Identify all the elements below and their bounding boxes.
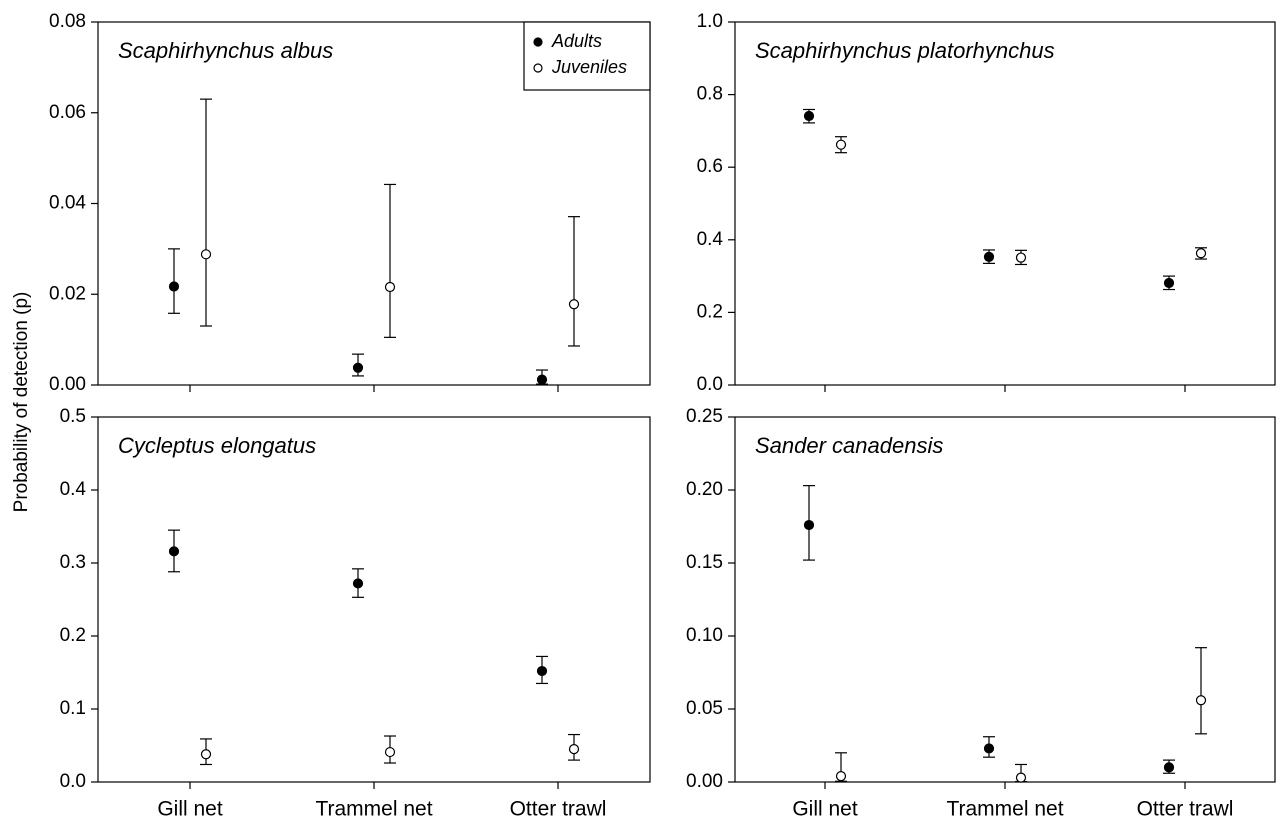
legend-marker — [533, 63, 543, 73]
y-tick-label: 0.4 — [60, 479, 87, 500]
y-tick-label: 0.08 — [49, 11, 86, 32]
y-tick-label: 0.15 — [686, 552, 723, 573]
point — [536, 374, 548, 385]
point — [983, 251, 995, 262]
point — [536, 665, 548, 677]
y-tick-label: 0.5 — [60, 406, 86, 427]
point — [1015, 252, 1027, 263]
x-tick-label: Gill net — [792, 798, 858, 821]
point — [1195, 695, 1207, 706]
point — [803, 519, 815, 531]
y-tick-label: 0.1 — [60, 698, 86, 719]
plot-frame — [734, 416, 1276, 783]
point — [1163, 762, 1175, 773]
point — [352, 362, 364, 373]
point — [568, 299, 580, 310]
y-tick-label: 0.00 — [49, 374, 86, 395]
y-tick-label: 0.2 — [697, 301, 723, 322]
x-tick-label: Trammel net — [946, 798, 1063, 821]
error-bar — [384, 183, 396, 338]
y-tick-label: 0.25 — [686, 406, 723, 427]
y-tick-label: 0.6 — [697, 156, 723, 177]
y-tick-label: 0.0 — [60, 771, 86, 792]
point — [200, 749, 212, 760]
y-tick-label: 0.05 — [686, 698, 723, 719]
panel-title: Scaphirhynchus albus — [118, 38, 333, 63]
point — [168, 281, 180, 292]
x-tick-label: Otter trawl — [1137, 798, 1234, 821]
point — [568, 744, 580, 755]
y-tick-label: 0.02 — [49, 283, 86, 304]
plot-frame — [97, 416, 651, 783]
y-tick-label: 0.3 — [60, 552, 86, 573]
y-tick-label: 0.00 — [686, 771, 723, 792]
point — [200, 249, 212, 260]
point — [803, 110, 815, 122]
plot-frame — [734, 21, 1276, 386]
point — [835, 771, 847, 782]
legend-label: Adults — [551, 31, 602, 51]
panel-title: Sander canadensis — [755, 433, 943, 458]
x-tick-label: Trammel net — [315, 798, 432, 821]
point — [1015, 772, 1027, 783]
y-tick-label: 0.20 — [686, 479, 723, 500]
y-tick-label: 0.06 — [49, 102, 86, 123]
panel-title: Cycleptus elongatus — [118, 433, 316, 458]
panel-title: Scaphirhynchus platorhynchus — [755, 38, 1055, 63]
error-bar — [1195, 647, 1207, 735]
legend-marker — [533, 37, 543, 47]
y-tick-label: 0.8 — [697, 84, 723, 105]
point — [983, 743, 995, 754]
point — [384, 746, 396, 758]
y-tick-label: 0.2 — [60, 625, 86, 646]
point — [384, 281, 396, 293]
error-bar — [568, 216, 580, 347]
error-bar — [168, 248, 180, 314]
error-bar — [200, 98, 212, 327]
point — [168, 546, 180, 557]
y-tick-label: 0.4 — [697, 229, 724, 250]
y-axis-label: Probability of detection (p) — [11, 292, 32, 513]
y-tick-label: 0.0 — [697, 374, 723, 395]
y-tick-label: 0.10 — [686, 625, 723, 646]
legend-box — [523, 21, 651, 91]
point — [1163, 277, 1175, 289]
x-tick-label: Otter trawl — [510, 798, 607, 821]
y-tick-label: 1.0 — [697, 11, 723, 32]
legend-label: Juveniles — [551, 57, 627, 77]
point — [1195, 248, 1207, 259]
point — [835, 139, 847, 150]
y-tick-label: 0.04 — [49, 193, 86, 214]
point — [352, 578, 364, 589]
x-tick-label: Gill net — [157, 798, 223, 821]
